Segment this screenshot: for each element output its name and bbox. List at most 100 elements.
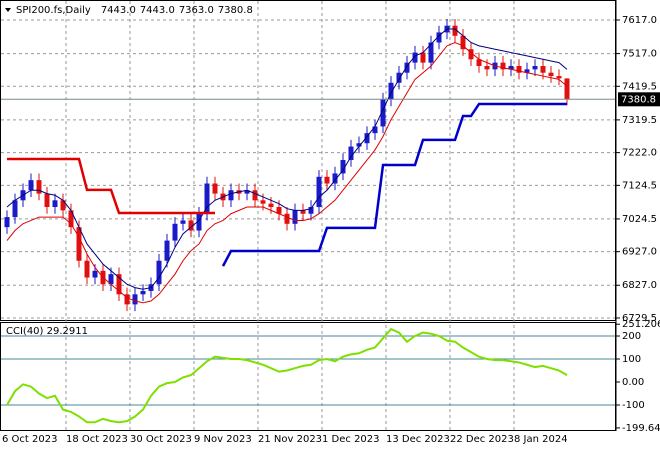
candle-body — [364, 133, 370, 144]
candle-body — [140, 290, 146, 295]
header-value: 7443.0 — [101, 5, 136, 16]
candle-body — [228, 190, 234, 201]
y-tick-label: 6827.0 — [622, 280, 657, 291]
candle-body — [156, 260, 162, 285]
candle-body — [252, 190, 258, 201]
candle-body — [516, 65, 522, 73]
y-tick-label: 0.00 — [622, 377, 644, 388]
candle-body — [308, 207, 314, 214]
y-tick-label: 7024.5 — [622, 214, 657, 225]
x-tick-label: 13 Dec 2023 — [386, 434, 450, 445]
overlay-line — [6, 41, 568, 304]
indicator-frame — [0, 322, 616, 431]
candle-body — [164, 240, 170, 261]
candle-body — [436, 32, 442, 43]
candle-body — [404, 62, 410, 73]
candle-body — [244, 190, 250, 194]
y-tick-label: 200 — [622, 331, 641, 342]
candle-body — [316, 176, 322, 208]
candle-body — [76, 227, 82, 261]
x-tick-label: 18 Oct 2023 — [66, 434, 128, 445]
y-tick-label: 251.206 — [622, 319, 660, 330]
y-tick-label: 7517.0 — [622, 49, 657, 60]
y-tick-label: -199.648 — [622, 423, 660, 434]
candle-body — [500, 62, 506, 70]
candle-body — [388, 82, 394, 100]
candle-body — [452, 25, 458, 36]
candle-body — [268, 203, 274, 208]
candle-body — [196, 213, 202, 231]
y-tick-label: 100 — [622, 354, 641, 365]
candle-body — [172, 223, 178, 241]
x-tick-label: 22 Dec 2023 — [450, 434, 514, 445]
candle-body — [396, 72, 402, 83]
candle-body — [260, 200, 266, 204]
candle-body — [348, 146, 354, 161]
y-tick-label: 7419.5 — [622, 81, 657, 92]
candle-body — [132, 294, 138, 305]
y-tick-label: 7124.5 — [622, 180, 657, 191]
candle-body — [332, 173, 338, 184]
y-tick-label: 7617.0 — [622, 15, 657, 26]
x-tick-label: 8 Jan 2024 — [514, 434, 568, 445]
candle-body — [564, 78, 570, 100]
candle-body — [420, 52, 426, 63]
candle-body — [484, 65, 490, 70]
candle-body — [204, 183, 210, 214]
header-value: 7363.0 — [179, 5, 214, 16]
candle-body — [92, 270, 98, 278]
candle-body — [68, 210, 74, 228]
x-tick-label: 21 Nov 2023 — [258, 434, 322, 445]
overlay-line — [6, 28, 568, 290]
candle-body — [428, 42, 434, 63]
header-value: 7443.0 — [140, 5, 175, 16]
indicator-line — [6, 327, 568, 424]
indicator-title: CCI(40) 29.2911 — [6, 326, 88, 337]
candle-body — [468, 49, 474, 60]
chart-header: SPI200.fs,Daily 7443.0 7443.0 7363.0 7380.8 — [16, 5, 253, 16]
candle-body — [324, 176, 330, 184]
candle-body — [60, 200, 66, 211]
candle-body — [284, 213, 290, 224]
candle-body — [532, 65, 538, 70]
x-tick-label: 1 Dec 2023 — [322, 434, 380, 445]
candle-body — [524, 69, 530, 73]
candle-body — [188, 220, 194, 231]
y-tick-label: -100 — [622, 400, 645, 411]
candle-body — [276, 207, 282, 214]
candle-body — [548, 72, 554, 77]
y-tick-label: 7319.5 — [622, 115, 657, 126]
candle-body — [460, 35, 466, 50]
x-tick-label: 9 Nov 2023 — [194, 434, 252, 445]
collapse-icon[interactable] — [5, 8, 11, 12]
candle-body — [36, 180, 42, 194]
candle-body — [4, 217, 10, 228]
candle-body — [508, 65, 514, 70]
y-tick-label: 6927.0 — [622, 247, 657, 258]
candle-body — [340, 160, 346, 174]
header-value: 7380.8 — [218, 5, 253, 16]
candle-body — [180, 220, 186, 224]
y-tick-label: 6729.5 — [622, 313, 657, 324]
last-price-box — [618, 92, 660, 107]
candle-body — [52, 200, 58, 208]
candle-body — [108, 274, 114, 285]
candle-body — [540, 65, 546, 73]
candle-body — [84, 260, 90, 278]
candle-body — [28, 180, 34, 191]
candle-body — [356, 143, 362, 147]
x-tick-label: 6 Oct 2023 — [2, 434, 57, 445]
candle-body — [300, 210, 306, 214]
chart-title: SPI200.fs,Daily — [16, 5, 91, 16]
candle-body — [380, 99, 386, 127]
candle-body — [556, 76, 562, 79]
candle-body — [412, 52, 418, 63]
candle-body — [476, 59, 482, 66]
candle-body — [292, 210, 298, 224]
x-tick-label: 30 Oct 2023 — [130, 434, 192, 445]
y-tick-label: 7222.0 — [622, 148, 657, 159]
candle-body — [12, 200, 18, 218]
candle-body — [44, 193, 50, 208]
candle-body — [212, 183, 218, 194]
